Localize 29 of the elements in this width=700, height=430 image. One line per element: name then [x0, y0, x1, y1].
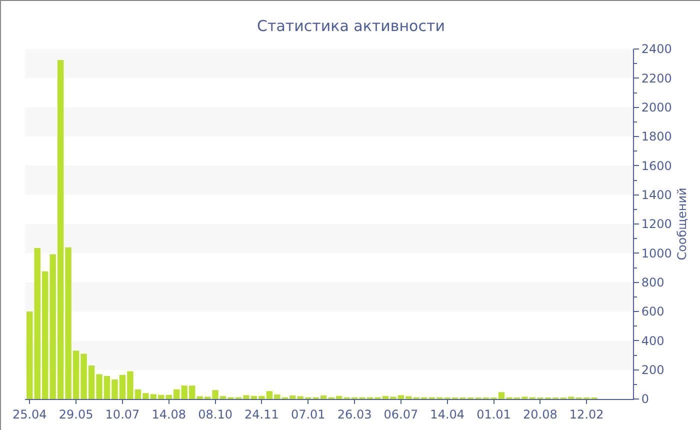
- y-tick-label: 1800: [641, 130, 672, 144]
- y-tick-label: 800: [641, 276, 664, 290]
- y-tick-label: 1600: [641, 158, 672, 173]
- y-tick-label: 1000: [641, 246, 672, 260]
- x-tick-label: 25.04: [12, 407, 47, 422]
- y-tick-label: 600: [641, 304, 664, 319]
- x-tick-label: 07.01: [290, 407, 326, 422]
- x-tick-label: 14.08: [152, 407, 186, 422]
- y-tick-label: 200: [641, 363, 664, 378]
- y-tick-label: 1400: [641, 188, 672, 202]
- x-tick-label: 14.04: [430, 407, 465, 422]
- x-tick-label: 24.11: [244, 407, 279, 422]
- y-axis-title: Сообщений: [674, 188, 689, 260]
- x-tick-label: 20.08: [523, 407, 558, 422]
- x-tick-label: 10.07: [105, 407, 140, 422]
- x-tick-label: 12.02: [569, 407, 604, 422]
- y-tick-label: 1200: [641, 217, 672, 232]
- x-tick-label: 01.01: [476, 407, 511, 422]
- chart-title: Статистика активности: [257, 16, 445, 35]
- y-tick-label: 0: [641, 392, 650, 406]
- bar: [26, 312, 33, 399]
- y-tick-label: 2400: [641, 42, 672, 56]
- y-tick-label: 2000: [641, 100, 672, 115]
- x-tick-label: 26.03: [337, 407, 372, 422]
- x-tick-label: 29.05: [58, 407, 94, 422]
- x-tick-label: 08.10: [198, 407, 232, 422]
- y-tick-label: 400: [641, 334, 664, 348]
- x-tick-label: 06.07: [384, 407, 418, 422]
- y-tick-label: 2200: [641, 71, 672, 86]
